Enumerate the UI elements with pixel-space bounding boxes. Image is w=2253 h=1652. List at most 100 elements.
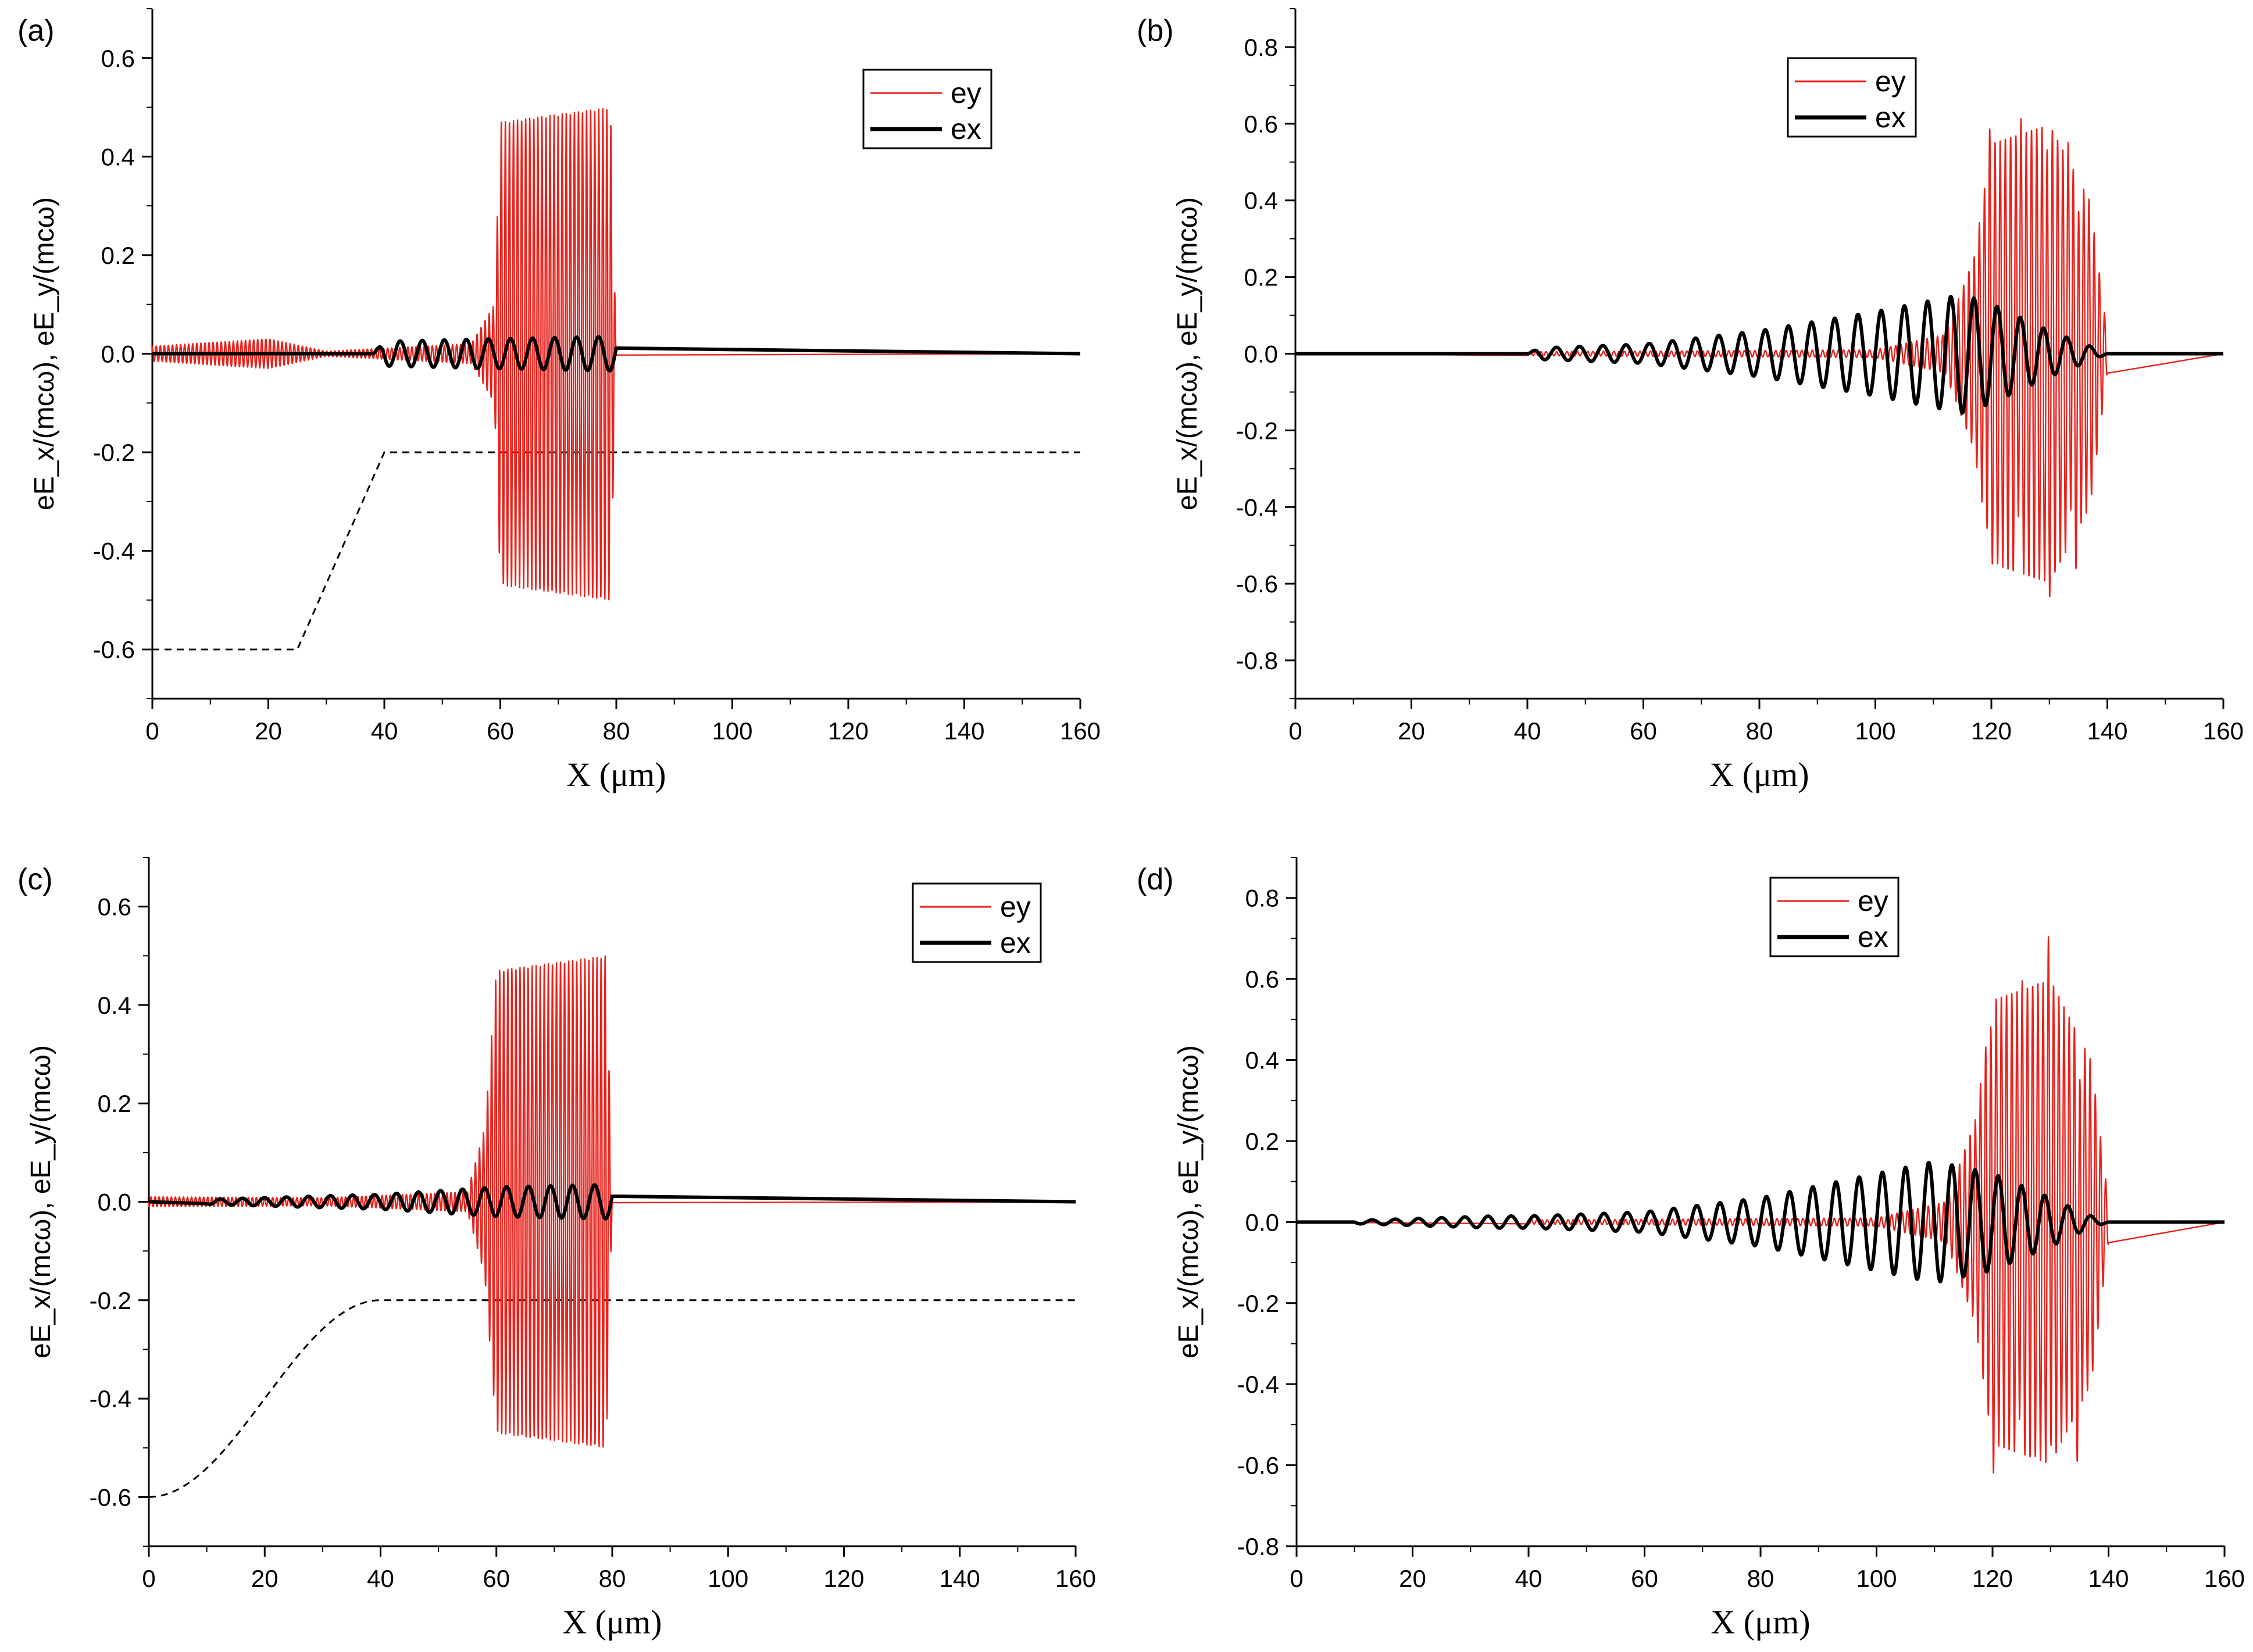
legend-label-ex: ex — [1858, 921, 1888, 953]
y-axis-label: eE_x/(mcω), eE_y/(mcω) — [1173, 1045, 1204, 1358]
y-tick-label: -0.8 — [1236, 647, 1278, 674]
legend-label-ex: ex — [951, 113, 981, 145]
x-tick-label: 0 — [1288, 717, 1302, 745]
y-tick-label: 0.0 — [1244, 341, 1278, 368]
panels: (a) 0 20 40 60 80 100 120 140 160 -0.6 -0.4 -0.2 0.0 0… — [17, 8, 2245, 1641]
legend-box — [912, 882, 1042, 963]
x-tick-label: 120 — [1972, 1565, 2013, 1592]
y-tick-label: 0.2 — [98, 1090, 131, 1117]
y-tick-label: -0.2 — [90, 1287, 131, 1314]
x-tick-label: 20 — [1398, 717, 1425, 745]
y-tick-label: -0.8 — [1237, 1533, 1279, 1560]
y-tick-label: -0.6 — [93, 636, 135, 663]
x-tick-label: 100 — [712, 717, 752, 745]
y-tick-label: -0.6 — [1237, 1452, 1279, 1479]
series-line-ex — [1297, 1160, 2225, 1283]
y-tick-label: 0.6 — [98, 893, 131, 921]
x-tick-label: 80 — [603, 717, 630, 745]
legend: ey ex — [862, 69, 992, 149]
x-axis-label: X (μm) — [566, 756, 666, 793]
y-tick-label: 0.2 — [1244, 264, 1278, 291]
x-tick-label: 160 — [2203, 717, 2244, 745]
x-tick-label: 160 — [1055, 1565, 1096, 1592]
x-tick-label: 40 — [1514, 717, 1541, 745]
legend-label-ey: ey — [1858, 885, 1888, 917]
legend-box — [1787, 57, 1917, 138]
x-axis-label: X (μm) — [562, 1603, 662, 1641]
series-line-ex — [1295, 295, 2223, 415]
x-tick-label: 40 — [371, 717, 398, 745]
x-tick-label: 20 — [1399, 1565, 1426, 1592]
legend-label-ex: ex — [1875, 101, 1906, 134]
x-tick-label: 100 — [1856, 1565, 1897, 1592]
x-axis-label: X (μm) — [1711, 1603, 1810, 1641]
x-tick-label: 120 — [823, 1565, 864, 1592]
y-axis-label: eE_x/(mcω), eE_y/(mcω) — [29, 197, 60, 510]
x-tick-label: 20 — [255, 717, 282, 745]
x-tick-label: 100 — [708, 1565, 748, 1592]
panel-c: (c) 0 20 40 60 80 100 120 140 160 -0.6 -0.4 -0.2 0.0 0… — [17, 857, 1096, 1641]
x-tick-label: 40 — [367, 1565, 394, 1592]
x-tick-label: 0 — [145, 717, 159, 745]
x-tick-label: 160 — [2204, 1565, 2245, 1592]
x-tick-label: 0 — [1290, 1565, 1303, 1592]
panel-label: (c) — [17, 863, 53, 896]
panel-label: (a) — [17, 14, 55, 48]
x-tick-label: 20 — [251, 1565, 278, 1592]
panel-label: (d) — [1137, 863, 1174, 896]
y-tick-label: 0.6 — [1245, 966, 1279, 993]
x-tick-label: 80 — [1747, 1565, 1774, 1592]
panel-label: (b) — [1137, 14, 1174, 48]
y-tick-label: 0.8 — [1244, 34, 1278, 61]
x-tick-label: 80 — [1746, 717, 1773, 745]
x-axis-label: X (μm) — [1709, 756, 1809, 793]
x-tick-label: 100 — [1855, 717, 1895, 745]
x-tick-label: 140 — [944, 717, 984, 745]
series-line-ey — [148, 955, 1076, 1448]
y-tick-label: 0.0 — [1245, 1208, 1279, 1236]
y-axis-label: eE_x/(mcω), eE_y/(mcω) — [26, 1045, 56, 1358]
series-line-ex — [152, 335, 1081, 373]
legend-label-ey: ey — [951, 77, 981, 109]
y-axis-label: eE_x/(mcω), eE_y/(mcω) — [1172, 197, 1203, 510]
panel-d: (d) 0 20 40 60 80 100 120 140 160 -0.8 -0.6 -0.4 -0.2… — [1137, 857, 2245, 1641]
x-tick-label: 140 — [2088, 1565, 2129, 1592]
x-tick-label: 80 — [599, 1565, 626, 1592]
panel-b: (b) 0 20 40 60 80 100 120 140 160 -0.8 -0.6 -0.4 -0.2… — [1137, 8, 2244, 793]
y-tick-label: 0.6 — [101, 45, 135, 72]
x-tick-label: 160 — [1060, 717, 1101, 745]
density-profile-line — [152, 451, 1080, 650]
y-tick-label: 0.4 — [101, 143, 135, 170]
y-tick-label: 0.4 — [98, 992, 131, 1019]
x-tick-label: 60 — [1631, 1565, 1658, 1592]
y-tick-label: -0.4 — [1237, 1371, 1279, 1398]
x-tick-label: 60 — [1630, 717, 1657, 745]
y-tick-label: -0.2 — [1236, 417, 1278, 444]
y-tick-label: 0.6 — [1244, 110, 1278, 138]
y-tick-label: 0.8 — [1245, 885, 1279, 912]
panel-a: (a) 0 20 40 60 80 100 120 140 160 -0.6 -0.4 -0.2 0.0 0… — [17, 8, 1101, 793]
x-tick-label: 40 — [1515, 1565, 1543, 1592]
y-tick-label: -0.6 — [1236, 570, 1278, 598]
y-tick-label: 0.0 — [101, 341, 135, 368]
y-tick-label: 0.2 — [101, 242, 135, 269]
legend-box — [1769, 877, 1899, 957]
y-tick-label: 0.4 — [1244, 187, 1278, 214]
y-tick-label: 0.0 — [98, 1189, 131, 1216]
y-tick-label: -0.6 — [90, 1483, 131, 1511]
y-tick-label: 0.2 — [1245, 1128, 1279, 1155]
legend: ey ex — [1769, 877, 1899, 957]
legend-label-ey: ey — [1000, 891, 1031, 923]
x-tick-label: 0 — [142, 1565, 155, 1592]
x-tick-label: 120 — [1971, 717, 2012, 745]
x-tick-label: 140 — [2087, 717, 2127, 745]
y-tick-label: -0.4 — [90, 1385, 131, 1413]
legend-box — [862, 69, 992, 149]
x-tick-label: 60 — [487, 717, 514, 745]
x-tick-label: 60 — [483, 1565, 510, 1592]
y-tick-label: -0.4 — [93, 538, 135, 565]
